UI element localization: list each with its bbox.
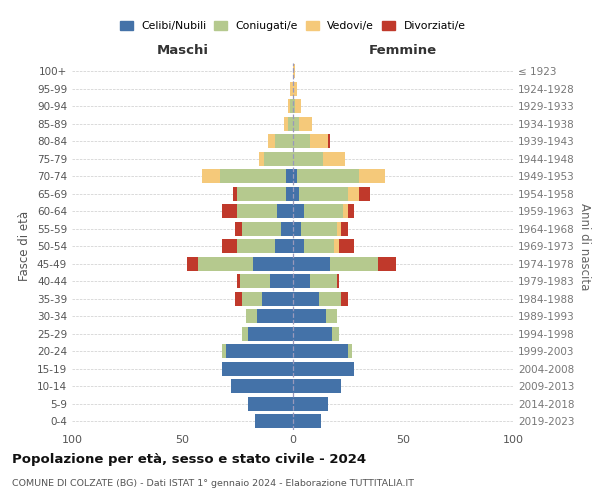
Bar (334, 240, 339, 253)
Bar (310, 134, 328, 148)
Bar (323, 152, 346, 166)
Bar (290, 100, 293, 113)
Bar (259, 152, 264, 166)
Bar (293, 310, 326, 323)
Bar (347, 187, 359, 200)
Bar (248, 327, 293, 340)
Bar (197, 257, 253, 270)
Bar (293, 222, 301, 235)
Y-axis label: Anni di nascita: Anni di nascita (578, 202, 591, 290)
Bar (341, 292, 347, 306)
Bar (262, 292, 293, 306)
Bar (238, 204, 277, 218)
Bar (293, 204, 304, 218)
Text: Maschi: Maschi (156, 44, 208, 57)
Bar (326, 310, 337, 323)
Bar (304, 240, 334, 253)
Bar (319, 292, 341, 306)
Bar (242, 327, 248, 340)
Text: COMUNE DI COLZATE (BG) - Dati ISTAT 1° gennaio 2024 - Elaborazione TUTTITALIA.IT: COMUNE DI COLZATE (BG) - Dati ISTAT 1° g… (12, 479, 414, 488)
Bar (264, 152, 293, 166)
Bar (248, 397, 293, 410)
Legend: Celibi/Nubili, Coniugati/e, Vedovi/e, Divorziati/e: Celibi/Nubili, Coniugati/e, Vedovi/e, Di… (115, 16, 470, 36)
Bar (293, 82, 297, 96)
Bar (275, 134, 293, 148)
Bar (235, 222, 242, 235)
Bar (293, 327, 332, 340)
Bar (257, 310, 293, 323)
Bar (202, 170, 220, 183)
Bar (293, 100, 295, 113)
Bar (222, 204, 238, 218)
Bar (293, 187, 299, 200)
Bar (246, 310, 257, 323)
Bar (275, 240, 293, 253)
Bar (290, 82, 293, 96)
Bar (293, 344, 347, 358)
Bar (268, 134, 275, 148)
Bar (297, 170, 359, 183)
Bar (238, 274, 239, 288)
Bar (341, 222, 347, 235)
Bar (293, 397, 328, 410)
Bar (271, 274, 293, 288)
Bar (288, 100, 290, 113)
Bar (233, 187, 238, 200)
Bar (330, 257, 379, 270)
Bar (359, 187, 370, 200)
Bar (284, 117, 288, 130)
Bar (293, 170, 297, 183)
Bar (226, 344, 293, 358)
Bar (293, 134, 310, 148)
Bar (343, 204, 347, 218)
Bar (222, 362, 293, 376)
Bar (288, 117, 293, 130)
Bar (304, 204, 343, 218)
Bar (293, 414, 321, 428)
Text: Popolazione per età, sesso e stato civile - 2024: Popolazione per età, sesso e stato civil… (12, 452, 366, 466)
Bar (347, 204, 354, 218)
Bar (293, 362, 354, 376)
Bar (286, 170, 293, 183)
Bar (293, 380, 341, 393)
Bar (220, 170, 286, 183)
Bar (286, 187, 293, 200)
Bar (339, 240, 354, 253)
Bar (238, 240, 275, 253)
Bar (239, 274, 271, 288)
Bar (293, 117, 299, 130)
Bar (235, 292, 242, 306)
Bar (222, 344, 226, 358)
Bar (253, 257, 293, 270)
Bar (255, 414, 293, 428)
Bar (293, 64, 295, 78)
Bar (347, 344, 352, 358)
Bar (299, 117, 313, 130)
Bar (332, 327, 339, 340)
Bar (328, 134, 330, 148)
Bar (293, 292, 319, 306)
Bar (293, 257, 330, 270)
Bar (337, 274, 339, 288)
Y-axis label: Fasce di età: Fasce di età (19, 211, 31, 282)
Bar (293, 274, 310, 288)
Bar (301, 222, 337, 235)
Bar (295, 100, 301, 113)
Bar (299, 187, 347, 200)
Bar (231, 380, 293, 393)
Bar (281, 222, 293, 235)
Bar (337, 222, 341, 235)
Bar (379, 257, 396, 270)
Bar (293, 240, 304, 253)
Bar (242, 292, 262, 306)
Bar (277, 204, 293, 218)
Bar (238, 187, 286, 200)
Bar (310, 274, 337, 288)
Bar (222, 240, 238, 253)
Bar (293, 152, 323, 166)
Bar (359, 170, 385, 183)
Text: Femmine: Femmine (368, 44, 437, 57)
Bar (242, 222, 281, 235)
Bar (187, 257, 197, 270)
